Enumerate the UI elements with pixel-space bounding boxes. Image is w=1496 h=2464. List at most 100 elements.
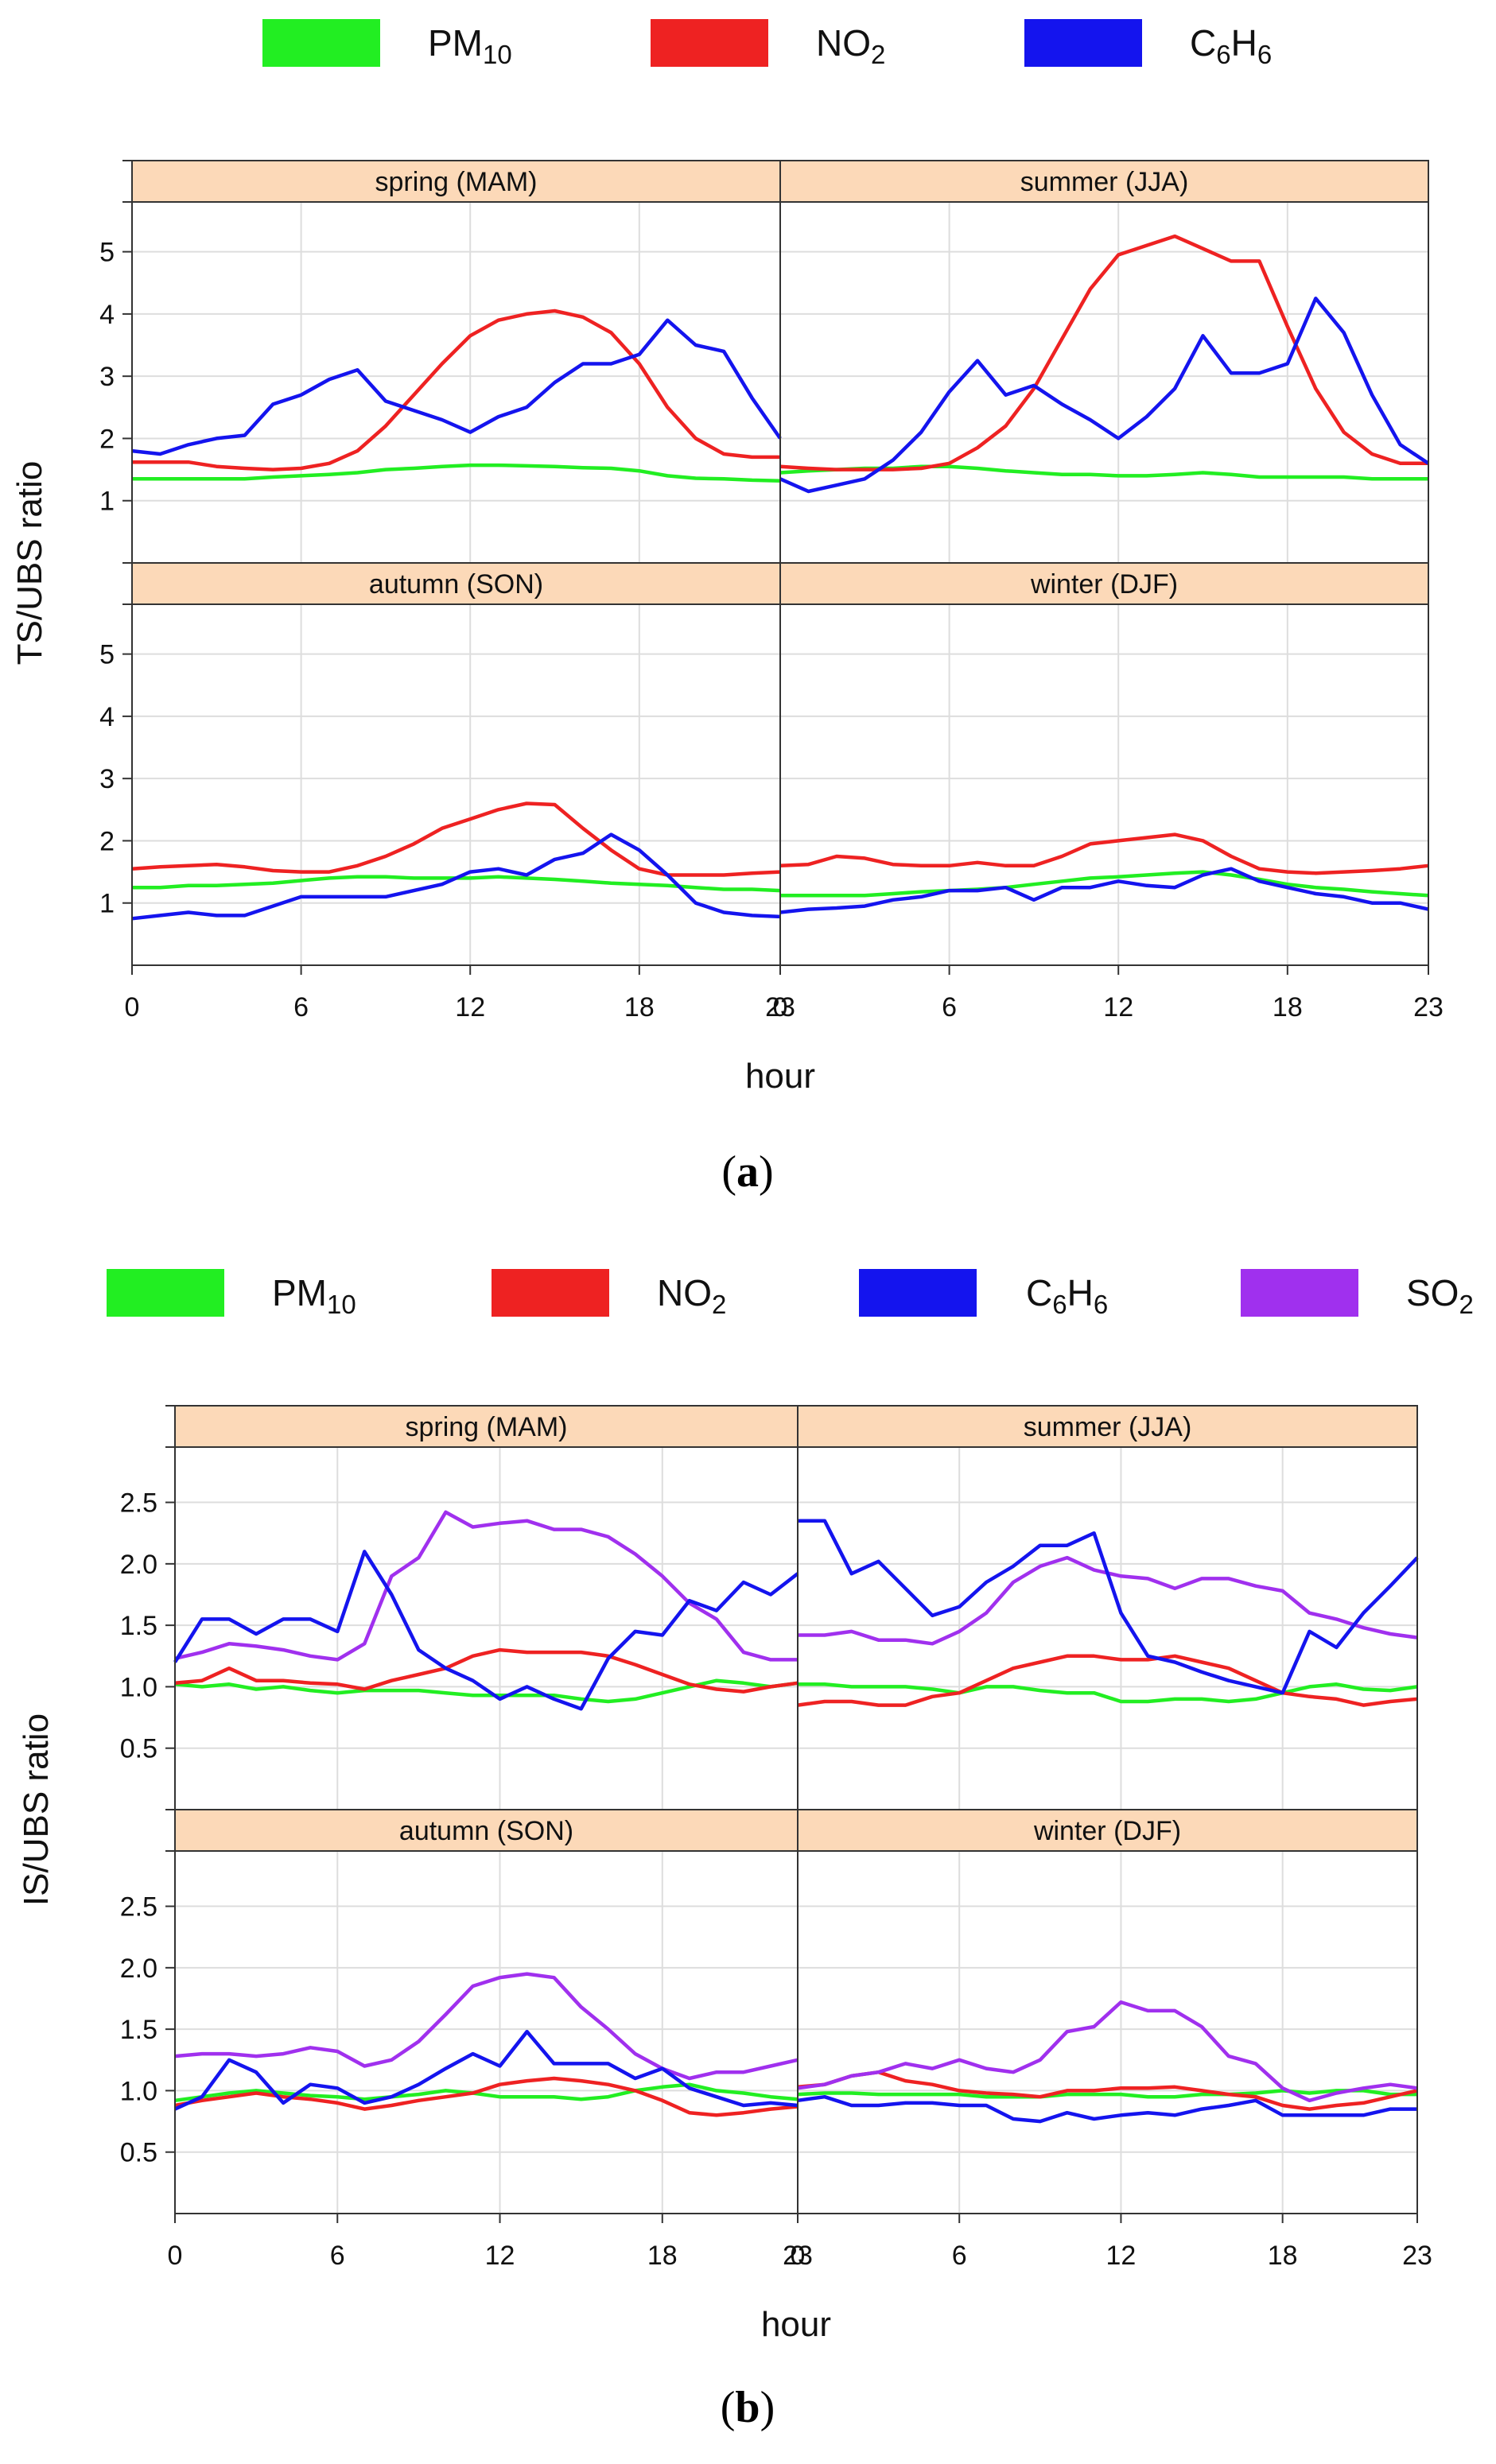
y-tick-label: 4 — [99, 702, 115, 732]
legend-label-c6h6: C6H6 — [1190, 22, 1272, 69]
legend-swatch-no2 — [651, 19, 768, 67]
panel-strip-label: autumn (SON) — [369, 569, 543, 600]
x-tick-label: 18 — [624, 992, 655, 1022]
x-tick-label: 18 — [647, 2241, 678, 2271]
series-line-no2 — [132, 308, 780, 471]
panel-summer-jja: summer (JJA) — [797, 1405, 1419, 1810]
panel-strip — [131, 160, 781, 203]
legend: PM10 NO2 C6H6 — [262, 19, 1272, 69]
series-line-so2 — [174, 1510, 798, 1662]
legend-text-part: 6 — [1094, 1290, 1108, 1319]
panel-frame — [174, 1850, 799, 2214]
figure-a-caption: (a) — [721, 1147, 773, 1197]
y-tick-label: 3 — [99, 764, 115, 794]
panel-frame — [131, 603, 781, 966]
x-tick-label: 12 — [455, 992, 485, 1022]
y-tick-label: 2.5 — [120, 1892, 157, 1923]
panel-winter-djf: winter (DJF) 0 6 12 18 23 — [791, 1809, 1432, 2271]
panel-strip — [797, 1405, 1418, 1448]
panel-strip-label: winter (DJF) — [1030, 569, 1178, 600]
y-tick-label: 2.0 — [120, 1954, 157, 1984]
panel-strip — [797, 1809, 1418, 1852]
panel-strip — [779, 160, 1429, 203]
legend-label-no2: NO2 — [657, 1272, 726, 1319]
panel-spring-mam: spring (MAM) 1 2 3 4 5 — [99, 160, 782, 564]
y-tick-label: 5 — [99, 238, 115, 268]
series-line-c6h6 — [173, 1550, 799, 1711]
series-line-c6h6 — [131, 832, 781, 921]
legend-swatch-pm10 — [262, 19, 380, 67]
panel-spring-mam: spring (MAM) 0.5 1.0 1.5 2.0 2.5 — [120, 1405, 799, 1810]
x-tick-label: 23 — [1402, 2241, 1432, 2271]
panel-autumn-son: autumn (SON) 0.5 1.0 1.5 2.0 2.5 0 6 12 18 23 — [120, 1809, 813, 2271]
legend-text-sub: 2 — [712, 1290, 726, 1319]
x-tick-label: 6 — [952, 2241, 967, 2271]
x-tick-label: 0 — [773, 992, 788, 1022]
series-line-c6h6 — [174, 2029, 799, 2111]
legend-text-sub: 10 — [483, 40, 512, 69]
series-line-c6h6 — [131, 318, 782, 456]
legend-text-main: NO — [816, 22, 871, 64]
legend-text-part: H — [1067, 1272, 1094, 1313]
y-tick-label: 2.5 — [120, 1488, 157, 1519]
legend-text-part: H — [1231, 22, 1257, 64]
x-tick-label: 23 — [1413, 992, 1444, 1022]
y-tick-label: 1.0 — [120, 1672, 157, 1702]
x-tick-label: 6 — [293, 992, 309, 1022]
legend-label-so2: SO2 — [1406, 1272, 1474, 1319]
legend-swatch-c6h6 — [859, 1269, 977, 1317]
y-axis-title: TS/UBS ratio — [10, 461, 49, 665]
y-tick-label: 0.5 — [120, 1734, 157, 1764]
series-line-so2 — [174, 1972, 799, 2081]
legend-text-part: C — [1026, 1272, 1052, 1313]
series-line-c6h6 — [779, 297, 1430, 494]
panel-summer-jja: summer (JJA) — [779, 160, 1430, 564]
x-axis-title: hour — [761, 2305, 831, 2344]
series-line-no2 — [797, 1654, 1418, 1707]
series-line-pm10 — [780, 870, 1429, 898]
panel-frame — [797, 1850, 1418, 2214]
x-tick-label: 12 — [485, 2241, 515, 2271]
series-line-pm10 — [132, 463, 781, 483]
x-tick-label: 12 — [1103, 992, 1133, 1022]
series-line-no2 — [779, 234, 1428, 471]
x-tick-label: 6 — [330, 2241, 345, 2271]
legend-text-sub: 2 — [871, 40, 885, 69]
legend-text-part: C — [1190, 22, 1216, 64]
legend-swatch-pm10 — [107, 1269, 224, 1317]
panel-frame — [779, 201, 1429, 564]
legend-text-sub: 10 — [327, 1290, 356, 1319]
y-tick-label: 1 — [99, 889, 115, 919]
legend-swatch-c6h6 — [1024, 19, 1142, 67]
panel-strip-label: summer (JJA) — [1020, 167, 1189, 197]
y-tick-label: 1.5 — [120, 1611, 157, 1641]
legend-text-main: NO — [657, 1272, 712, 1313]
legend-text-sub: 2 — [1459, 1290, 1473, 1319]
panel-frame — [797, 1446, 1418, 1810]
panel-strip — [779, 562, 1429, 605]
legend-text-main: PM — [272, 1272, 327, 1313]
series-line-c6h6 — [779, 867, 1429, 914]
legend-swatch-so2 — [1241, 1269, 1358, 1317]
x-tick-label: 0 — [791, 2241, 806, 2271]
series-line-c6h6 — [798, 1519, 1419, 1695]
y-tick-label: 4 — [99, 300, 115, 330]
y-tick-label: 2 — [99, 424, 115, 454]
panel-frame — [131, 201, 781, 564]
x-tick-label: 23 — [765, 992, 795, 1022]
x-tick-label: 18 — [1268, 2241, 1298, 2271]
series-line-pm10 — [798, 1682, 1418, 1704]
series-line-so2 — [797, 2000, 1418, 2103]
y-tick-label: 0.5 — [120, 2138, 157, 2168]
legend-text-part: 6 — [1257, 40, 1272, 69]
legend-swatch-no2 — [492, 1269, 609, 1317]
panel-winter-djf: winter (DJF) 0 6 12 18 23 — [773, 562, 1444, 1022]
series-line-no2 — [779, 832, 1429, 875]
legend-text-main: PM — [428, 22, 483, 64]
panel-strip — [131, 562, 781, 605]
series-line-c6h6 — [797, 2094, 1417, 2124]
y-tick-label: 1 — [99, 487, 115, 517]
series-line-no2 — [131, 801, 781, 877]
